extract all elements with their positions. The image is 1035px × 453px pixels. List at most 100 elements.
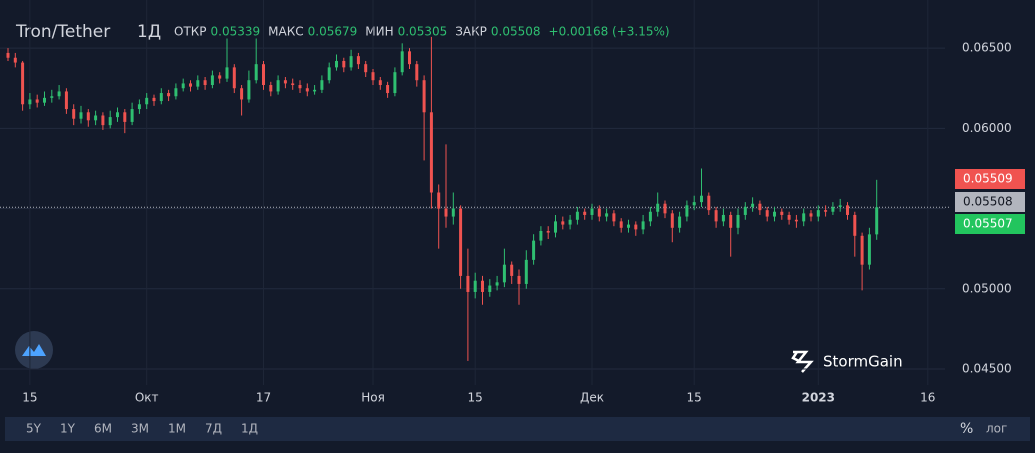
candle-body [254,64,258,81]
candle-body [743,206,747,215]
price-badge-label: 0.05508 [963,195,1013,209]
candle-body [546,231,550,233]
candle-body [459,208,463,276]
candle-body [262,64,265,86]
candle-body [444,208,448,217]
candle-body [145,97,149,105]
candle-body [700,195,703,203]
candle-body [393,72,397,94]
candle-body [846,205,849,215]
price-badge [955,169,1025,189]
range-button[interactable]: 7Д [205,422,222,436]
candle-body [517,275,521,284]
candle-body [575,211,579,220]
candle-body [28,99,32,105]
candle-body [437,192,441,209]
candle-body [597,208,601,217]
logo-icon-shape [22,344,46,356]
candle-body [663,203,667,214]
candle-body [656,203,660,212]
candle-body [751,203,755,207]
candle-body [123,112,127,122]
range-button[interactable]: 1Д [241,422,258,436]
candle-body [816,210,820,217]
candle-body [86,112,90,121]
candle-body [130,109,134,122]
candle-body [174,88,178,97]
candle-body [634,224,638,230]
candle-body [108,117,112,126]
candle-body [466,275,470,292]
candle-body [152,97,156,102]
range-button[interactable]: 3M [131,422,149,436]
candle-body [386,85,390,94]
log-button[interactable]: лог [986,422,1007,436]
candle-body [6,52,10,58]
range-button[interactable]: 5Y [26,422,42,436]
candle-body [787,214,791,220]
candle-body [159,93,163,102]
candle-body [137,104,141,110]
price-badge [955,214,1025,234]
candle-body [831,206,835,212]
range-button[interactable]: 1M [168,422,186,436]
x-tick-label: 15 [468,391,483,405]
candle-body [43,97,46,103]
candle-body [758,203,762,211]
percent-button[interactable]: % [960,421,973,437]
candle-body [408,51,411,65]
candle-body [648,211,652,222]
candle-body [707,195,711,211]
candle-body [692,202,696,206]
ohlc-label: МАКС [268,25,303,39]
candle-body [240,88,244,100]
candle-body [860,235,864,265]
candle-body [210,75,214,86]
candle-body [809,213,813,217]
candle-body [203,80,207,86]
candle-body [305,88,309,92]
x-tick-label: Окт [135,391,159,405]
candle-body [181,83,185,89]
ohlc-label: ОТКР [174,25,207,39]
candle-body [298,85,302,89]
candle-body [780,211,784,215]
candle-body [714,210,718,222]
candle-body [488,285,492,292]
candle-body [291,83,295,86]
candle-body [641,221,645,230]
candle-body [269,85,273,92]
candle-body [619,221,623,228]
candle-body [590,208,594,215]
candle-body [502,264,506,283]
candle-body [481,280,484,292]
candle-body [867,234,871,265]
candle-body [773,211,776,217]
price-badge [955,192,1025,212]
logo-text: StormGain [823,353,903,371]
y-tick-label: 0.06000 [962,121,1012,135]
candle-body [72,109,76,119]
candle-body [94,115,98,121]
x-tick-label: 17 [256,391,271,405]
range-button[interactable]: 6M [94,422,112,436]
candle-body [532,240,536,260]
candle-body [225,67,229,79]
candle-body [35,99,39,103]
candle-body [101,115,105,126]
candle-body [838,205,842,207]
candle-body [539,231,543,241]
logo-icon[interactable] [15,331,53,369]
range-button[interactable]: 1Y [60,422,76,436]
candle-body [802,213,806,222]
candle-body [189,83,192,87]
candle-body [167,93,171,97]
stormgain-icon [791,350,814,373]
x-tick-label: Дек [580,391,604,405]
candle-body [378,80,382,86]
candle-body [451,208,455,217]
candle-body [853,214,857,236]
candle-body [335,60,338,68]
x-tick-label: 15 [22,391,37,405]
candle-body [670,213,674,228]
